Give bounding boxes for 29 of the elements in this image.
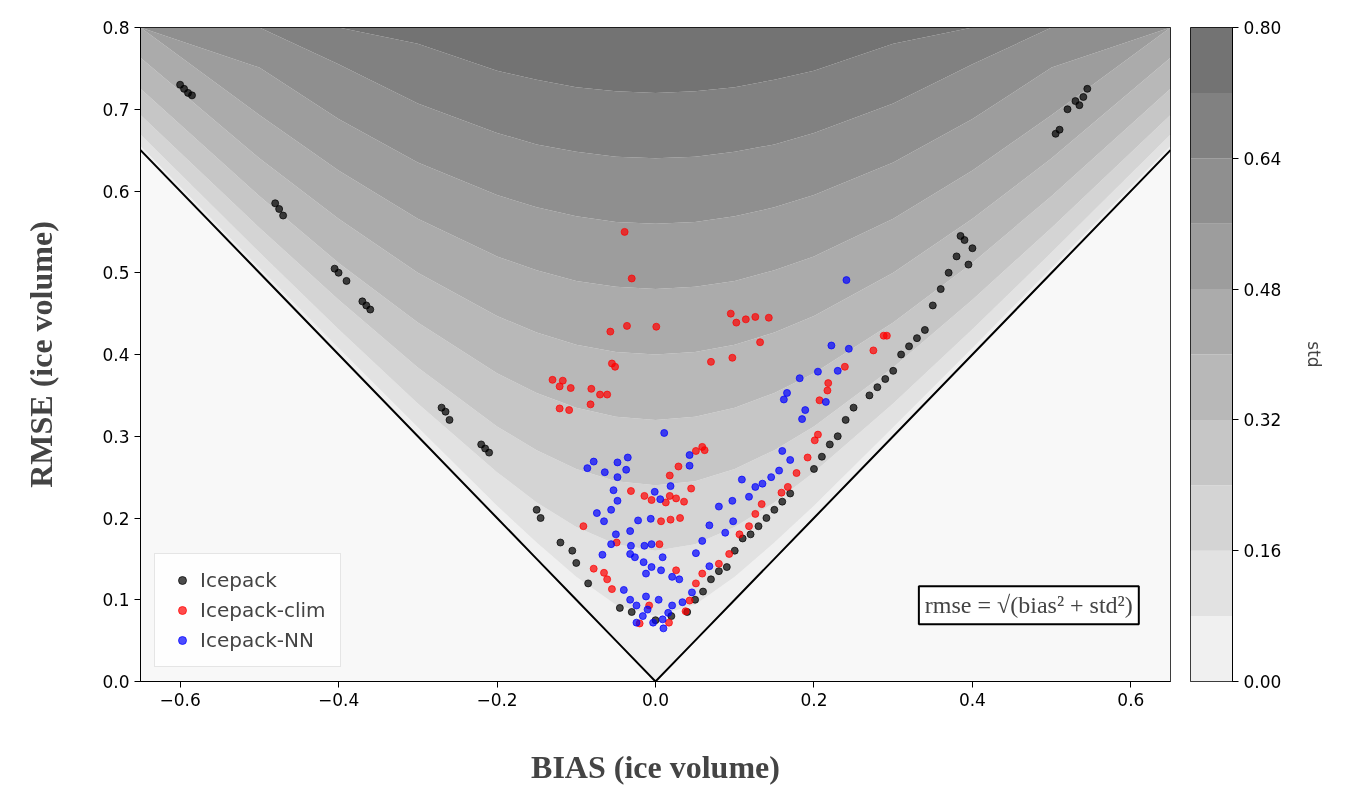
y-tick-label: 0.8 xyxy=(102,18,130,38)
x-tick-label: −0.4 xyxy=(317,689,360,710)
color-bar-label: 0.48 xyxy=(1243,279,1282,300)
x-tick-label: 0.2 xyxy=(800,689,828,710)
y-tick-label: 0.4 xyxy=(102,345,130,365)
color-bar-label: 0.80 xyxy=(1243,18,1282,38)
color-bar-label: 0.00 xyxy=(1243,672,1282,692)
x-tick-label: −0.2 xyxy=(476,689,518,710)
legend-label: Icepack-NN xyxy=(200,628,314,652)
annotation: rmse = √(bias² + std²) xyxy=(924,592,1133,619)
y-tick-label: 0.2 xyxy=(102,508,130,529)
y-tick-label: 0.7 xyxy=(102,99,130,120)
color-bar-title: std xyxy=(1304,341,1325,368)
y-axis-title: RMSE (ice volume) xyxy=(23,221,60,488)
legend-label: Icepack-clim xyxy=(200,598,326,622)
y-tick-label: 0.3 xyxy=(102,426,130,447)
x-axis-title: BIAS (ice volume) xyxy=(531,748,780,785)
y-tick-label: 0.0 xyxy=(102,672,130,692)
color-bar-label: 0.64 xyxy=(1243,148,1282,169)
x-tick-label: 0.6 xyxy=(1117,689,1145,710)
color-bar-label: 0.32 xyxy=(1243,410,1282,431)
x-tick-label: 0.4 xyxy=(958,689,986,710)
y-tick-label: 0.6 xyxy=(102,181,130,202)
legend-label: Icepack xyxy=(200,568,277,592)
y-tick-label: 0.5 xyxy=(102,263,130,284)
x-tick-label: 0.0 xyxy=(641,689,670,710)
y-tick-label: 0.1 xyxy=(102,590,130,611)
color-bar-label: 0.16 xyxy=(1243,541,1282,562)
x-tick-label: −0.6 xyxy=(159,689,201,710)
